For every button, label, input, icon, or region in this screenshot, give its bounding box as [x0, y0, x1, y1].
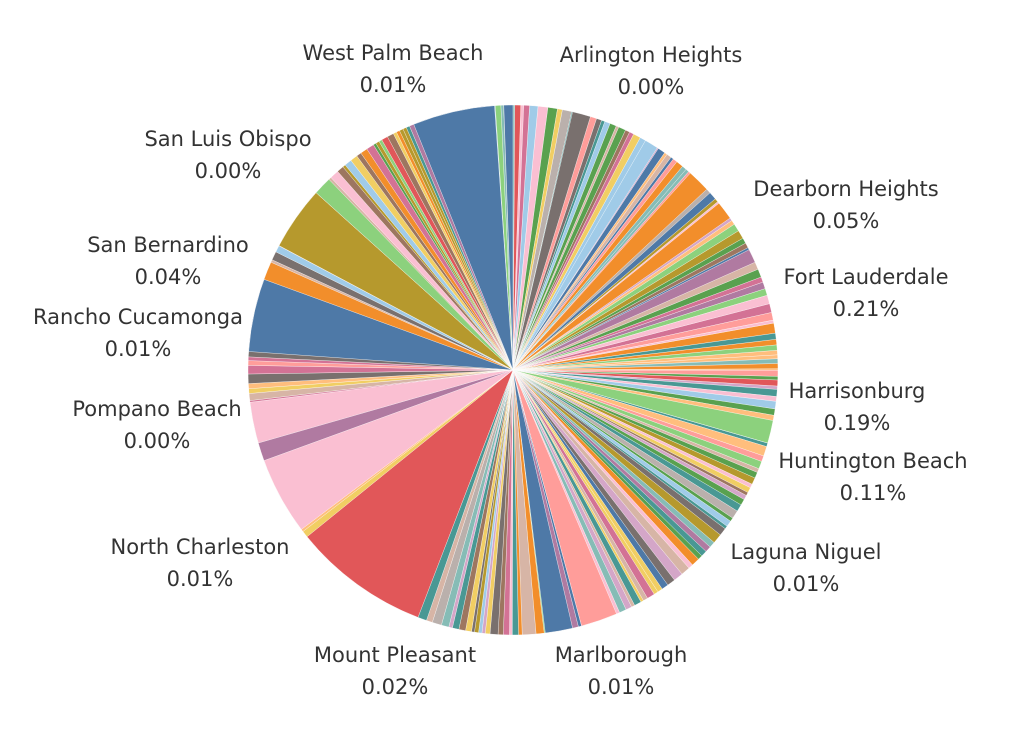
- pie-slice-major: [512, 172, 708, 371]
- pie-slice-major: [512, 140, 658, 371]
- slice-label-name: Marlborough: [555, 643, 688, 667]
- pie-slice-major: [512, 369, 774, 444]
- slice-label-name: Pompano Beach: [72, 397, 241, 421]
- pie-slice-major: [503, 104, 514, 371]
- pie-slice-major: [315, 179, 514, 371]
- slice-label-name: Laguna Niguel: [731, 540, 882, 564]
- slice-label-value: 0.00%: [195, 159, 262, 183]
- slice-label-name: Rancho Cucamonga: [33, 305, 243, 329]
- slice-label-name: Mount Pleasant: [314, 643, 476, 667]
- pie-slices: [247, 104, 779, 636]
- slice-label-name: North Charleston: [111, 535, 290, 559]
- pie-slice-major: [512, 369, 573, 634]
- pie-slice-major: [512, 111, 591, 371]
- slice-label-value: 0.01%: [773, 572, 840, 596]
- slice-label-value: 0.00%: [618, 75, 685, 99]
- slice-label-value: 0.05%: [813, 209, 880, 233]
- slice-label-name: Arlington Heights: [560, 43, 743, 67]
- slice-label-name: San Bernardino: [87, 233, 249, 257]
- pie-slice-major: [413, 105, 514, 371]
- slice-label-value: 0.01%: [360, 73, 427, 97]
- slice-label-value: 0.01%: [588, 675, 655, 699]
- pie-slice-major: [263, 261, 514, 371]
- slice-label-value: 0.19%: [824, 411, 891, 435]
- slice-label-name: Dearborn Heights: [753, 177, 938, 201]
- pie-slice-major: [306, 369, 514, 618]
- pie-slice-major: [249, 369, 514, 530]
- slice-labels: West Palm Beach 0.01% Arlington Heights 0.0…: [33, 41, 968, 699]
- pie-slice-major: [512, 202, 731, 371]
- slice-label-value: 0.00%: [124, 429, 191, 453]
- slice-label-name: Huntington Beach: [778, 449, 967, 473]
- slice-label-value: 0.01%: [167, 567, 234, 591]
- slice-label-value: 0.02%: [362, 675, 429, 699]
- slice-label-name: San Luis Obispo: [144, 127, 311, 151]
- slice-label-value: 0.04%: [135, 265, 202, 289]
- slice-label-name: Harrisonburg: [789, 379, 926, 403]
- slice-label-name: Fort Lauderdale: [783, 265, 948, 289]
- slice-label-value: 0.11%: [840, 481, 907, 505]
- slice-label-name: West Palm Beach: [303, 41, 484, 65]
- pie-slice: [512, 368, 779, 371]
- slice-label-value: 0.01%: [105, 337, 172, 361]
- pie-slice-major: [512, 369, 537, 636]
- pie-slice-major: [258, 369, 514, 461]
- pie-slice-major: [512, 369, 617, 627]
- slice-label-value: 0.21%: [833, 297, 900, 321]
- pie-slice-major: [512, 249, 756, 371]
